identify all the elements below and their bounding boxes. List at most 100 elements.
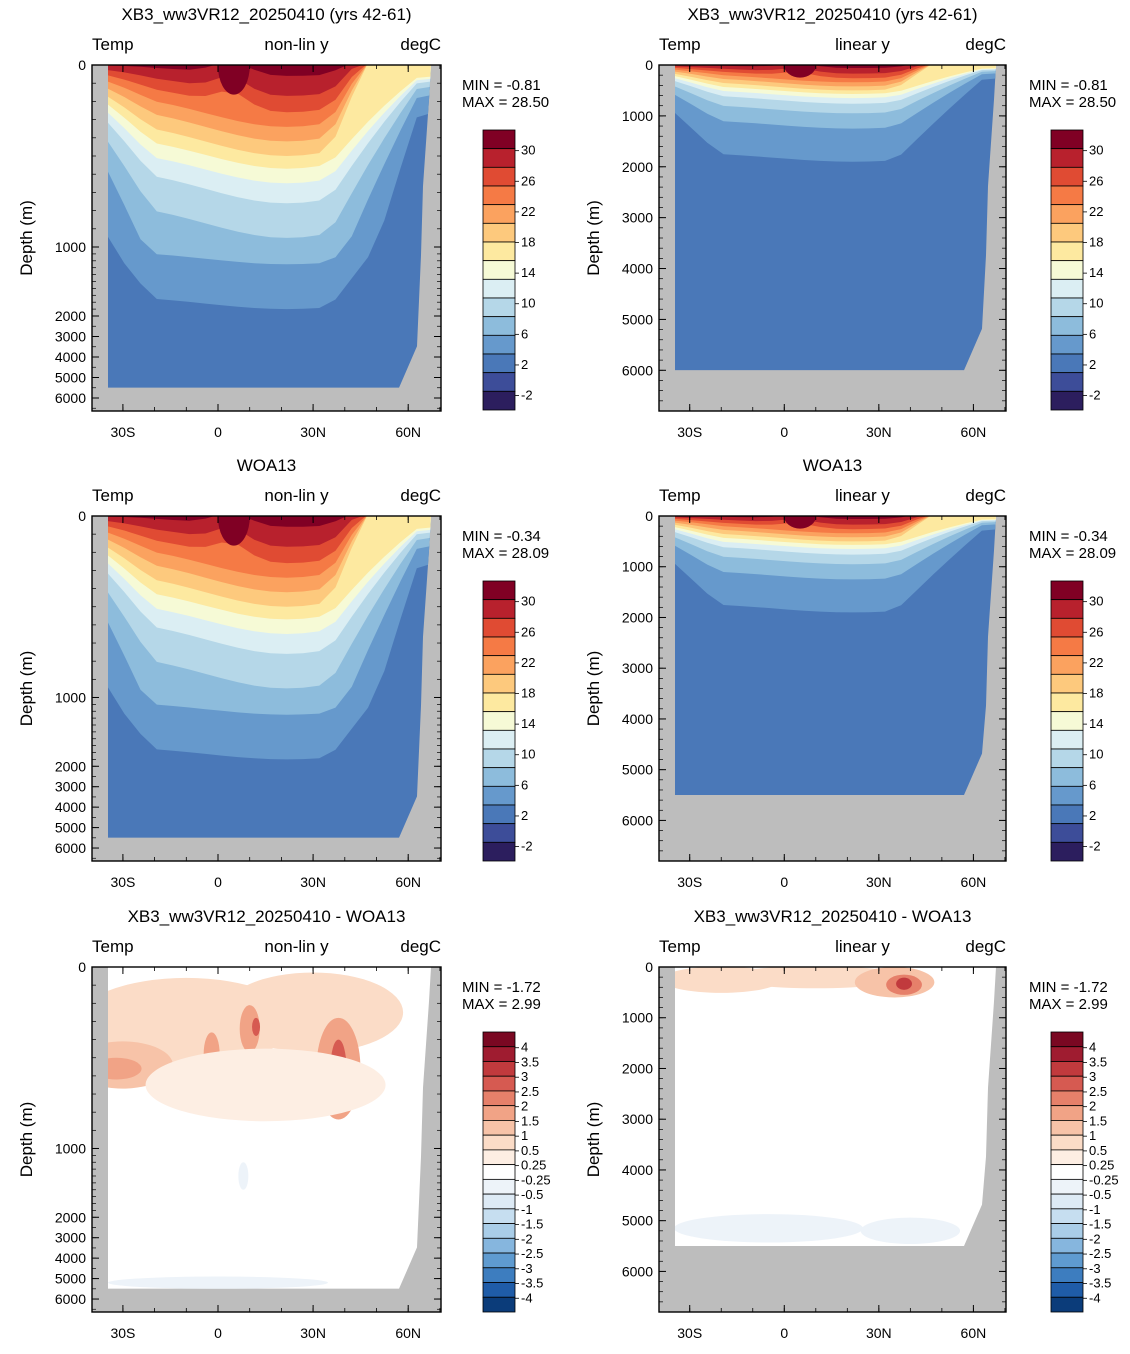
y-axis-title: Depth (m) [17, 200, 36, 276]
min-value: MIN = -0.81 [462, 77, 541, 94]
colorbar-box [1050, 260, 1084, 280]
colorbar-label: -2 [521, 839, 533, 854]
y-tick-label: 0 [78, 508, 86, 524]
colorbar-label: 2 [521, 357, 528, 372]
x-tick-label: 30N [300, 874, 326, 890]
colorbar-box [1050, 748, 1084, 769]
ocean-section [675, 516, 996, 795]
colorbar-box [482, 1149, 516, 1166]
x-tick-label: 60N [961, 424, 987, 440]
colorbar-box [1050, 1252, 1084, 1269]
colorbar-box [482, 372, 516, 392]
colorbar-box [1050, 692, 1084, 713]
colorbar-box [1050, 166, 1084, 187]
colorbar-box [482, 166, 516, 187]
colorbar-box [1050, 1267, 1084, 1283]
axis-scale-label: non-lin y [264, 35, 329, 54]
units-label: degC [965, 486, 1006, 505]
panel-obs-lin: 30S 0 30N 60N 0 1000 2000 3000 4000 5000 6000 WOA13… [584, 456, 1116, 890]
colorbar-label: 22 [1089, 655, 1103, 670]
colorbar-box [482, 1105, 516, 1121]
panel-title: XB3_ww3VR12_20250410 - WOA13 [128, 907, 406, 926]
y-tick-label: 6000 [55, 840, 86, 856]
colorbar-box [482, 841, 516, 862]
colorbar-label: -2 [1089, 388, 1101, 403]
colorbar-label: 2 [1089, 808, 1096, 823]
colorbar-box [1050, 1282, 1084, 1298]
variable-label: Temp [92, 937, 134, 956]
min-value: MIN = -1.72 [462, 979, 541, 996]
panel-diff-lin: 30S 0 30N 60N 0 1000 2000 3000 4000 5000 6000 XB3_w… [584, 907, 1119, 1341]
colorbar-label: -1 [521, 1202, 533, 1217]
colorbar-box [1050, 297, 1084, 318]
colorbar-box [482, 692, 516, 713]
y-tick-label: 1000 [622, 1010, 653, 1026]
colorbar-label: 2 [521, 808, 528, 823]
colorbar-box [482, 785, 516, 806]
min-value: MIN = -1.72 [1029, 979, 1108, 996]
y-tick-label: 5000 [55, 370, 86, 386]
colorbar-label: 18 [1089, 686, 1103, 701]
colorbar-box [1050, 372, 1084, 392]
x-tick-label: 30N [300, 424, 326, 440]
panel-title: WOA13 [803, 456, 863, 475]
colorbar-box [482, 748, 516, 769]
colorbar-box [482, 823, 516, 843]
axis-scale-label: linear y [835, 35, 890, 54]
variable-label: Temp [92, 35, 134, 54]
plot-frame [91, 64, 442, 412]
x-tick-label: 30S [110, 1325, 135, 1341]
contour-field [659, 65, 1006, 411]
colorbar-box [1050, 1105, 1084, 1121]
anomaly-patch [239, 1005, 260, 1053]
colorbar-box [482, 804, 516, 825]
y-tick-label: 1000 [622, 108, 653, 124]
colorbar-box [1050, 316, 1084, 336]
colorbar-label: 22 [1089, 204, 1103, 219]
isotherm-band [675, 65, 996, 68]
colorbar-label: -2 [521, 1231, 533, 1246]
colorbar-label: 30 [521, 143, 535, 158]
plot-frame [91, 966, 442, 1313]
x-tick-label: 60N [395, 1325, 421, 1341]
colorbar-box [482, 617, 516, 638]
y-tick-label: 6000 [55, 390, 86, 406]
colorbar-label: 26 [521, 173, 535, 188]
panel-title: WOA13 [237, 456, 297, 475]
colorbar-label: 22 [521, 655, 535, 670]
axis-scale-label: non-lin y [264, 486, 329, 505]
colorbar-box [1050, 841, 1084, 862]
colorbar-box [482, 316, 516, 336]
y-tick-label: 3000 [55, 329, 86, 345]
y-tick-label: 6000 [55, 1291, 86, 1307]
variable-label: Temp [659, 486, 701, 505]
colorbar-box [1050, 711, 1084, 731]
x-tick-label: 30N [866, 874, 892, 890]
y-tick-label: 4000 [622, 1162, 653, 1178]
y-tick-label: 5000 [622, 762, 653, 778]
axis-scale-label: non-lin y [264, 937, 329, 956]
min-value: MIN = -0.34 [462, 528, 541, 545]
anomaly-patch [145, 1048, 386, 1122]
colorbar-label: 26 [1089, 173, 1103, 188]
units-label: degC [965, 937, 1006, 956]
units-label: degC [400, 486, 441, 505]
colorbar-box [1050, 148, 1084, 168]
y-tick-label: 2000 [55, 1209, 86, 1225]
colorbar-box [1050, 1090, 1084, 1107]
colorbar-box [1050, 1164, 1084, 1180]
colorbar-label: 1.5 [1089, 1113, 1107, 1128]
colorbar-box [1050, 729, 1084, 750]
colorbar-box [482, 599, 516, 619]
colorbar-box [1050, 1296, 1084, 1313]
colorbar-box [482, 1031, 516, 1048]
colorbar-label: -2 [521, 388, 533, 403]
colorbar-box [482, 185, 516, 206]
x-tick-label: 30N [866, 424, 892, 440]
colorbar-box [482, 673, 516, 694]
colorbar-label: 2 [1089, 357, 1096, 372]
colorbar-box [482, 1193, 516, 1210]
colorbar-label: 1 [1089, 1128, 1096, 1143]
max-value: MAX = 28.09 [1029, 545, 1116, 562]
colorbar: 43.532.521.510.50.25-0.25-0.5-1-1.5-2-2.… [1050, 1031, 1119, 1313]
